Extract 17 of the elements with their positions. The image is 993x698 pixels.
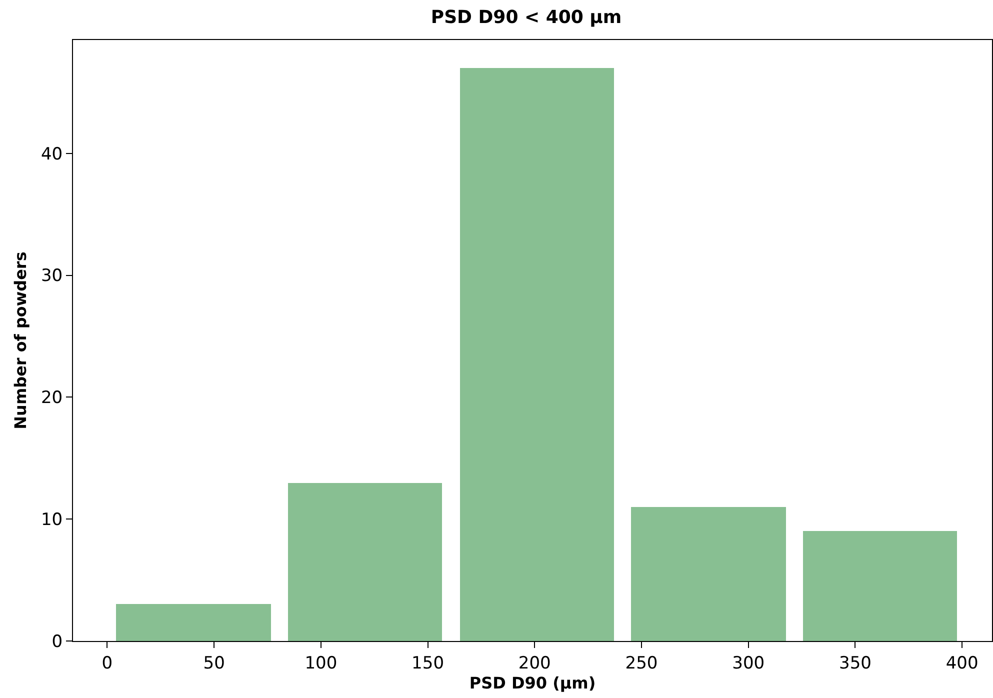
x-tick-label: 250	[625, 653, 658, 674]
x-tick-label: 0	[102, 653, 113, 674]
x-tick-label: 300	[732, 653, 765, 674]
y-tick-label: 30	[40, 266, 63, 286]
x-axis-title: PSD D90 (µm)	[469, 673, 596, 692]
y-tick-label: 40	[40, 144, 63, 164]
x-tick-label: 350	[838, 653, 872, 674]
x-tick-label: 100	[304, 653, 338, 674]
x-tick-label: 400	[946, 653, 978, 674]
y-tick-label: 0	[52, 632, 63, 652]
x-tick-label: 150	[412, 653, 444, 674]
x-tick-label: 50	[203, 653, 225, 674]
y-tick-label: 20	[40, 388, 63, 408]
x-tick-label: 200	[518, 653, 551, 674]
chart-title: PSD D90 < 400 µm	[430, 7, 622, 28]
y-tick-label: 10	[40, 510, 63, 530]
y-axis-title: Number of powders	[10, 252, 30, 430]
